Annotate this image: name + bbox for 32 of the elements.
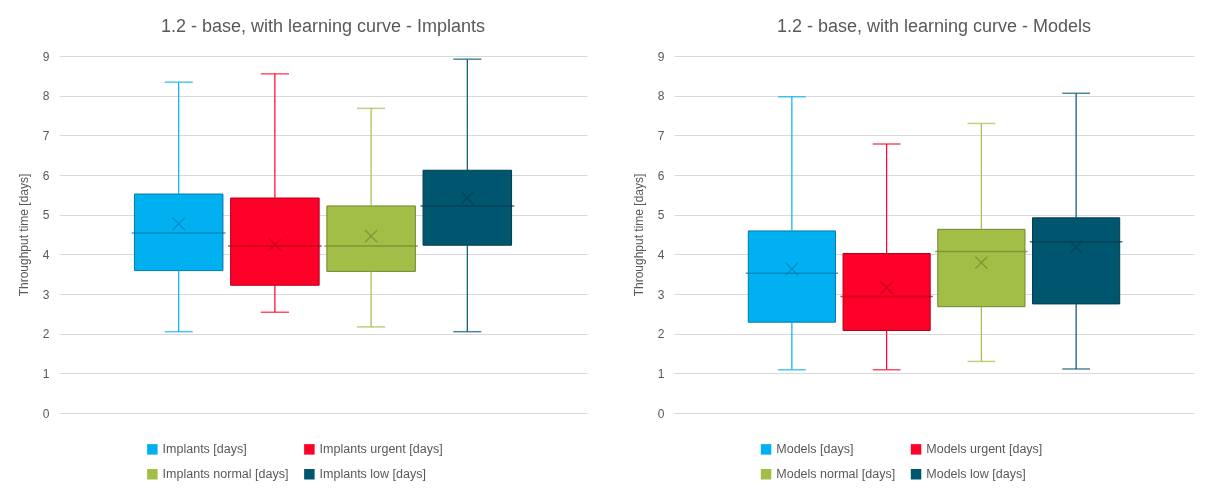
y-axis-title: Throughput time [days] — [631, 173, 646, 297]
legend-label: Implants low [days] — [319, 467, 426, 482]
y-tick-label: 5 — [657, 208, 665, 223]
chart-title: 1.2 - base, with learning curve - Models — [776, 16, 1092, 36]
y-tick-label: 4 — [657, 247, 665, 262]
y-tick-label: 3 — [42, 287, 50, 302]
y-tick-label: 3 — [657, 287, 665, 302]
y-tick-label: 2 — [42, 327, 50, 342]
y-tick-label: 5 — [42, 208, 50, 223]
y-tick-label: 9 — [42, 49, 50, 64]
legend-label: Implants urgent [days] — [319, 442, 443, 457]
y-axis-title: Throughput time [days] — [16, 173, 31, 297]
chart-title: 1.2 - base, with learning curve - Implants — [160, 16, 486, 36]
legend-label: Models normal [days] — [776, 467, 896, 482]
legend-label: Models low [days] — [926, 467, 1026, 482]
y-tick-label: 9 — [657, 49, 665, 64]
legend-label: Implants [days] — [162, 442, 247, 457]
y-tick-label: 6 — [42, 168, 50, 183]
y-tick-label: 6 — [657, 168, 665, 183]
y-tick-label: 8 — [42, 89, 50, 104]
y-tick-label: 7 — [42, 128, 50, 143]
legend-label: Models [days] — [776, 442, 854, 457]
y-tick-label: 0 — [657, 406, 665, 421]
y-tick-label: 7 — [657, 128, 665, 143]
y-tick-label: 2 — [657, 327, 665, 342]
y-tick-label: 0 — [42, 406, 50, 421]
y-tick-label: 1 — [657, 366, 665, 381]
y-tick-label: 4 — [42, 247, 50, 262]
legend-label: Implants normal [days] — [162, 467, 289, 482]
legend-label: Models urgent [days] — [926, 442, 1043, 457]
y-tick-label: 8 — [657, 89, 665, 104]
y-tick-label: 1 — [42, 366, 50, 381]
